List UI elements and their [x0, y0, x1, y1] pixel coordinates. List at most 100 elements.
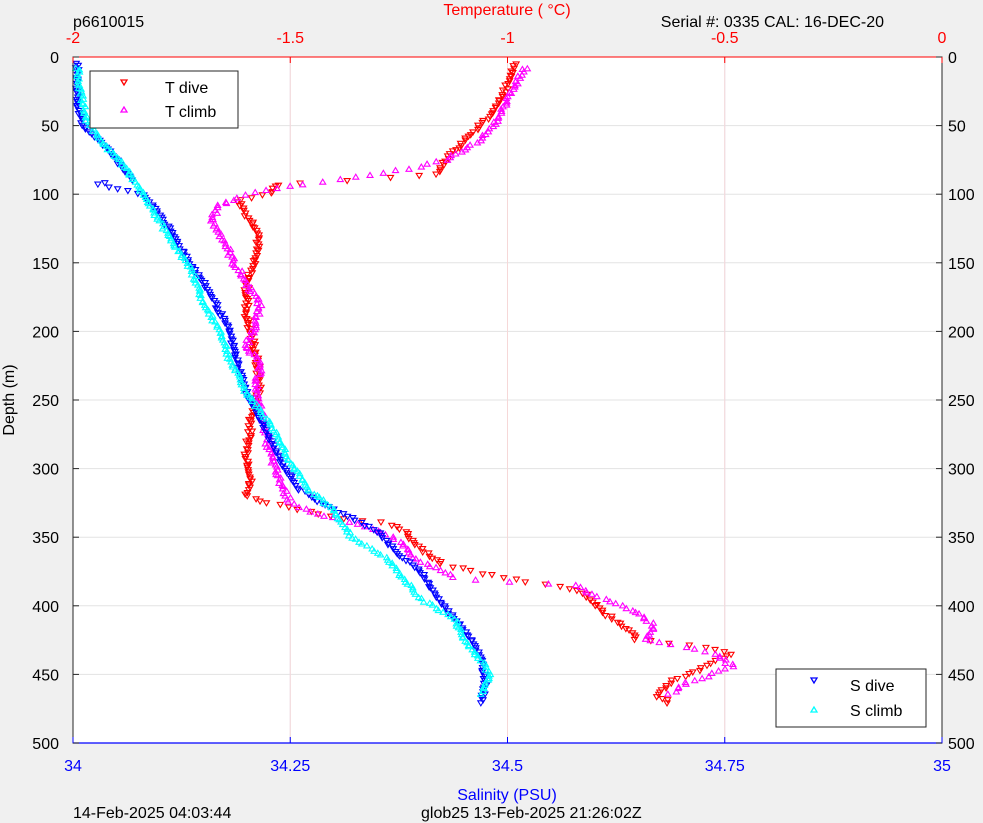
data-point [274, 432, 283, 440]
data-point [343, 513, 352, 521]
data-point [484, 116, 493, 124]
data-point [425, 599, 434, 606]
depth-tick-label-right: 250 [948, 393, 975, 410]
data-point [505, 88, 514, 96]
data-point [271, 467, 280, 475]
data-point [711, 646, 720, 654]
data-point [241, 191, 250, 198]
data-point [631, 608, 640, 616]
data-point [417, 594, 426, 602]
data-point [231, 263, 240, 271]
data-point [255, 417, 264, 424]
data-point [76, 89, 85, 97]
data-point [592, 592, 601, 600]
data-point [504, 81, 513, 88]
data-point [242, 438, 250, 446]
depth-tick-label-left: 450 [32, 667, 59, 684]
data-point [248, 394, 257, 402]
data-point [452, 619, 461, 627]
data-point [278, 463, 287, 471]
data-point [81, 113, 90, 121]
data-point [523, 64, 532, 72]
data-point [432, 563, 441, 571]
data-point [461, 137, 470, 145]
data-point [457, 628, 466, 635]
data-point [241, 281, 250, 289]
data-point [213, 302, 222, 309]
salinity-tick-label: 34.5 [492, 758, 523, 775]
data-point [255, 309, 264, 317]
data-point [494, 117, 502, 124]
data-point [240, 387, 249, 394]
data-point [244, 443, 253, 450]
data-point [125, 171, 134, 178]
data-point [405, 165, 413, 172]
data-point [248, 270, 257, 277]
data-point [403, 580, 412, 587]
data-point [259, 413, 268, 420]
data-point [392, 564, 401, 572]
data-point [243, 389, 252, 397]
legend-temperature: T dive T climb [89, 70, 239, 129]
data-point [391, 166, 400, 174]
data-point [234, 266, 243, 274]
data-point [576, 583, 585, 590]
data-point [428, 555, 437, 563]
data-point [666, 640, 675, 648]
data-point [208, 316, 217, 324]
data-point [489, 122, 498, 130]
data-point [468, 645, 477, 653]
data-point [479, 687, 488, 694]
data-point [345, 518, 354, 525]
data-point [473, 651, 482, 659]
data-point [252, 239, 261, 247]
data-point [432, 171, 440, 179]
data-point [512, 61, 521, 69]
data-point [593, 601, 601, 609]
data-point [418, 549, 427, 557]
data-point [635, 609, 643, 617]
data-point [435, 596, 444, 603]
depth-tick-label-right: 0 [948, 50, 957, 67]
data-point [256, 360, 265, 368]
data-point [444, 610, 453, 618]
data-point [476, 700, 485, 707]
data-point [253, 355, 262, 363]
data-point [284, 456, 293, 463]
depth-tick-label-right: 150 [948, 256, 975, 273]
data-point [224, 324, 233, 331]
data-point [519, 67, 528, 75]
data-point [477, 136, 486, 144]
data-point [81, 102, 90, 110]
data-point [470, 648, 479, 655]
data-point [94, 133, 103, 141]
data-point [682, 680, 690, 687]
data-point [385, 558, 393, 565]
data-point [251, 342, 260, 349]
data-point [262, 186, 271, 194]
data-point [607, 616, 616, 624]
data-point [241, 491, 250, 499]
data-point [605, 597, 614, 605]
data-point [414, 566, 423, 574]
data-point [246, 287, 255, 295]
data-point [191, 276, 199, 283]
data-point [248, 221, 257, 228]
data-point [204, 306, 213, 314]
data-point [85, 129, 94, 136]
data-point [290, 465, 299, 473]
data-point [300, 478, 309, 486]
depth-tick-label-left: 250 [32, 393, 59, 410]
glider-id-label: p6610015 [73, 14, 144, 31]
data-point [242, 446, 251, 453]
data-point [473, 138, 482, 146]
data-point [473, 654, 482, 661]
data-point [209, 222, 218, 229]
data-point [177, 251, 186, 258]
data-point [351, 173, 360, 180]
data-point [254, 295, 263, 302]
data-point [613, 619, 622, 627]
data-point [497, 109, 506, 116]
data-point [476, 656, 485, 664]
data-point [331, 509, 340, 517]
